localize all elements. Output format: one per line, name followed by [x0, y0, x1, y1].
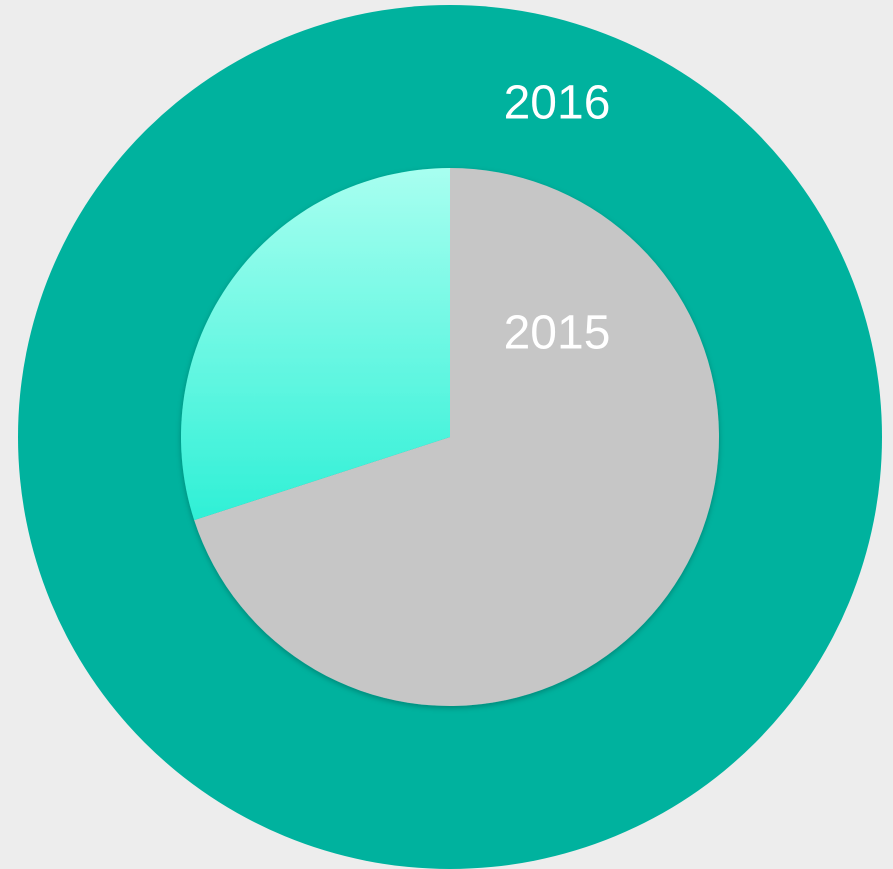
inner-label: 2015: [504, 307, 611, 360]
pie-slice: [180, 168, 450, 521]
rings: [18, 5, 882, 869]
pie-slice: [194, 168, 720, 706]
pie-ring: [180, 168, 720, 706]
outer-label: 2016: [504, 77, 611, 130]
